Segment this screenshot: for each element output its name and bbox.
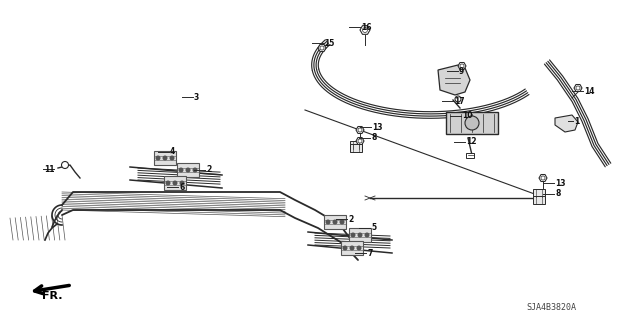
Circle shape: [343, 246, 347, 250]
Circle shape: [170, 156, 174, 160]
Polygon shape: [438, 65, 470, 95]
Text: SJA4B3820A: SJA4B3820A: [526, 303, 576, 313]
FancyBboxPatch shape: [466, 153, 474, 158]
Text: 13: 13: [372, 122, 383, 131]
Text: 8: 8: [555, 189, 561, 198]
Circle shape: [61, 161, 68, 168]
Circle shape: [340, 220, 344, 224]
Text: 6: 6: [179, 182, 184, 191]
FancyBboxPatch shape: [177, 163, 199, 177]
Circle shape: [576, 86, 580, 90]
Text: 10: 10: [462, 112, 472, 121]
Circle shape: [193, 168, 197, 172]
Circle shape: [362, 27, 367, 33]
Circle shape: [166, 181, 170, 185]
FancyBboxPatch shape: [341, 241, 363, 255]
Circle shape: [186, 168, 190, 172]
FancyBboxPatch shape: [350, 144, 362, 152]
Circle shape: [351, 233, 355, 237]
Circle shape: [326, 220, 330, 224]
FancyBboxPatch shape: [164, 176, 186, 190]
Circle shape: [333, 220, 337, 224]
Text: 15: 15: [324, 39, 334, 48]
Circle shape: [163, 156, 167, 160]
Circle shape: [455, 96, 461, 102]
Circle shape: [358, 139, 362, 143]
Text: 14: 14: [584, 86, 595, 95]
Text: 12: 12: [466, 137, 477, 146]
Text: 8: 8: [371, 133, 376, 143]
FancyBboxPatch shape: [324, 215, 346, 229]
Text: 11: 11: [44, 165, 54, 174]
Text: FR.: FR.: [42, 291, 63, 301]
Circle shape: [365, 233, 369, 237]
Circle shape: [541, 176, 545, 180]
Polygon shape: [555, 115, 578, 132]
FancyBboxPatch shape: [533, 189, 545, 197]
Text: 16: 16: [361, 23, 371, 32]
Text: 3: 3: [194, 93, 199, 101]
Text: 7: 7: [367, 249, 372, 257]
Circle shape: [358, 128, 362, 132]
Circle shape: [173, 181, 177, 185]
Circle shape: [358, 233, 362, 237]
Circle shape: [357, 246, 361, 250]
FancyBboxPatch shape: [533, 196, 545, 204]
Text: 2: 2: [206, 166, 211, 174]
Text: 5: 5: [371, 224, 376, 233]
Text: 2: 2: [348, 214, 353, 224]
Circle shape: [156, 156, 160, 160]
Text: 17: 17: [454, 97, 465, 106]
FancyBboxPatch shape: [349, 228, 371, 242]
Circle shape: [320, 46, 324, 50]
Text: 13: 13: [555, 179, 566, 188]
Text: 4: 4: [170, 147, 175, 157]
Circle shape: [465, 116, 479, 130]
FancyBboxPatch shape: [446, 112, 498, 134]
Text: 1: 1: [574, 116, 579, 125]
Text: 9: 9: [459, 66, 464, 76]
Circle shape: [180, 181, 184, 185]
Circle shape: [350, 246, 354, 250]
Circle shape: [179, 168, 183, 172]
FancyBboxPatch shape: [350, 141, 362, 149]
FancyBboxPatch shape: [154, 151, 176, 165]
Circle shape: [460, 64, 464, 68]
